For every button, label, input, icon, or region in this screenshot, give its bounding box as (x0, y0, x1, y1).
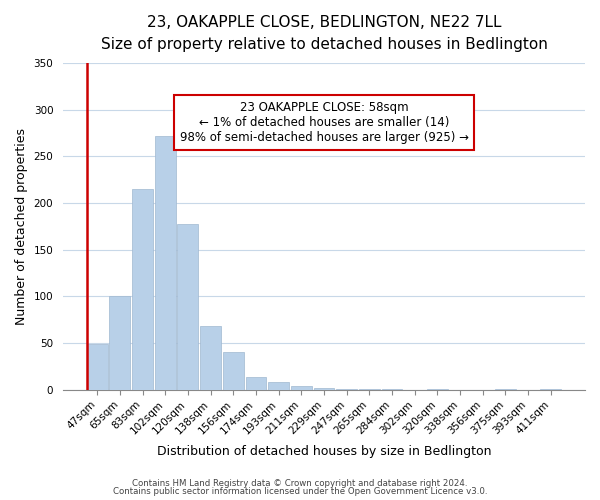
Bar (268, 382, 289, 390)
Bar (132, 189, 153, 390)
Bar (291, 386, 312, 390)
Bar (87, 344, 107, 390)
Bar (109, 296, 130, 390)
Text: 23 OAKAPPLE CLOSE: 58sqm
← 1% of detached houses are smaller (14)
98% of semi-de: 23 OAKAPPLE CLOSE: 58sqm ← 1% of detache… (179, 100, 469, 144)
Title: 23, OAKAPPLE CLOSE, BEDLINGTON, NE22 7LL
Size of property relative to detached h: 23, OAKAPPLE CLOSE, BEDLINGTON, NE22 7LL… (101, 15, 547, 52)
X-axis label: Distribution of detached houses by size in Bedlington: Distribution of detached houses by size … (157, 444, 491, 458)
Text: Contains HM Land Registry data © Crown copyright and database right 2024.: Contains HM Land Registry data © Crown c… (132, 478, 468, 488)
Bar (314, 388, 334, 390)
Bar (359, 388, 380, 390)
Bar (155, 136, 176, 390)
Y-axis label: Number of detached properties: Number of detached properties (15, 128, 28, 325)
Text: Contains public sector information licensed under the Open Government Licence v3: Contains public sector information licen… (113, 487, 487, 496)
Bar (336, 388, 357, 390)
Bar (245, 376, 266, 390)
Bar (223, 352, 244, 390)
Bar (541, 388, 561, 390)
Bar (200, 326, 221, 390)
Bar (178, 224, 199, 390)
